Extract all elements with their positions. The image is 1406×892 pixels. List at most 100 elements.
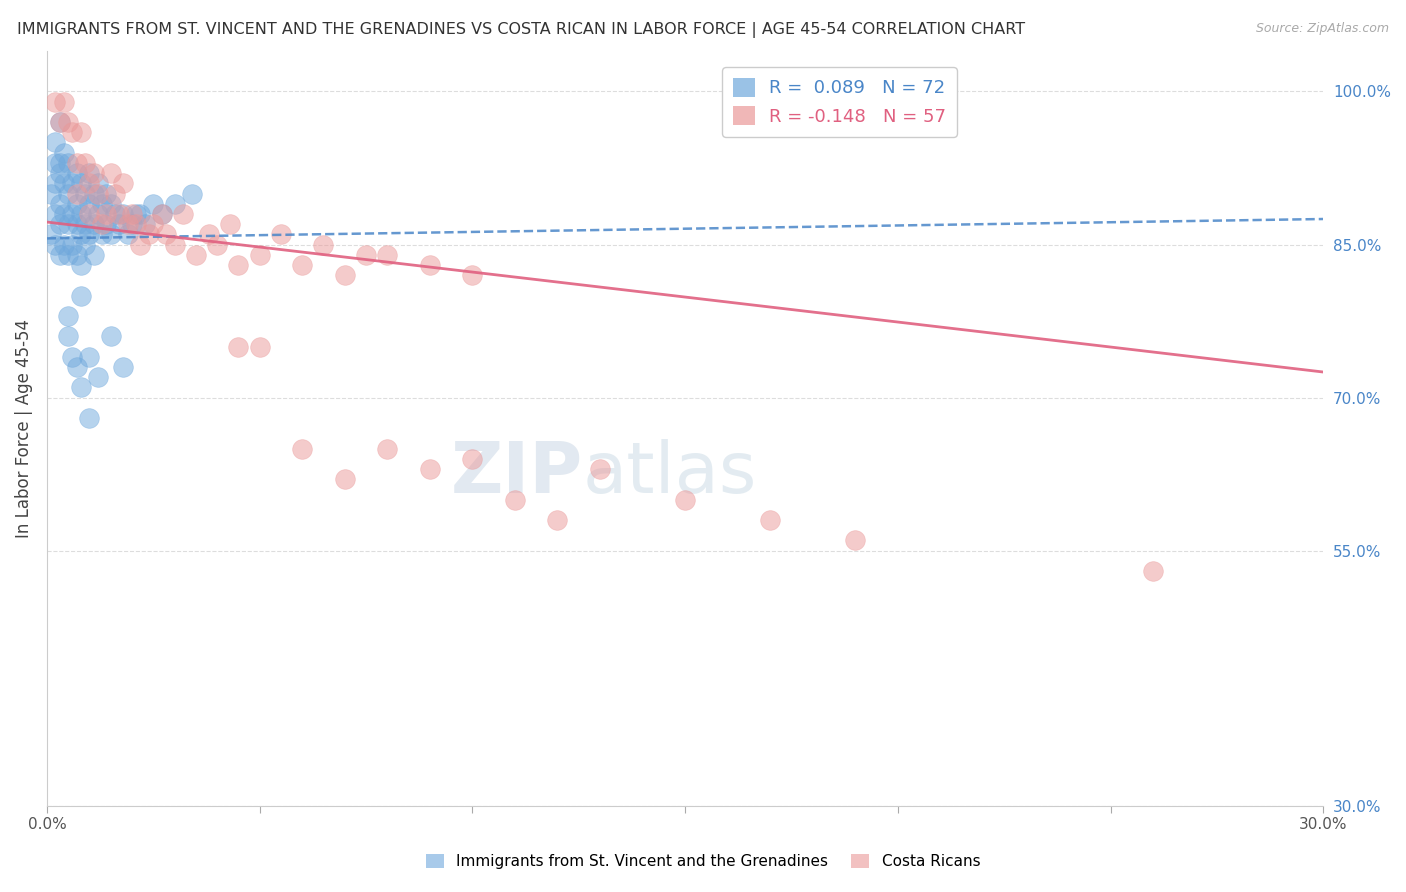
Point xyxy=(91,217,114,231)
Point xyxy=(48,217,70,231)
Point xyxy=(155,227,177,242)
Point xyxy=(91,196,114,211)
Point xyxy=(44,156,66,170)
Point xyxy=(52,95,75,109)
Point xyxy=(104,186,127,201)
Point xyxy=(419,462,441,476)
Point xyxy=(48,156,70,170)
Point xyxy=(62,125,84,139)
Point xyxy=(112,176,135,190)
Point xyxy=(75,156,97,170)
Point xyxy=(70,176,93,190)
Point xyxy=(112,207,135,221)
Point xyxy=(44,207,66,221)
Point xyxy=(100,166,122,180)
Point xyxy=(52,237,75,252)
Point xyxy=(75,237,97,252)
Point xyxy=(79,411,101,425)
Point xyxy=(48,115,70,129)
Point xyxy=(589,462,612,476)
Point xyxy=(375,442,398,456)
Point xyxy=(39,227,62,242)
Point xyxy=(150,207,173,221)
Point xyxy=(79,196,101,211)
Point xyxy=(62,237,84,252)
Point xyxy=(249,339,271,353)
Point xyxy=(87,186,110,201)
Point xyxy=(249,248,271,262)
Point xyxy=(56,115,79,129)
Point xyxy=(87,176,110,190)
Point xyxy=(62,176,84,190)
Point xyxy=(108,217,131,231)
Point xyxy=(546,513,568,527)
Point xyxy=(142,217,165,231)
Point xyxy=(673,492,696,507)
Point xyxy=(96,186,118,201)
Point xyxy=(87,207,110,221)
Point xyxy=(312,237,335,252)
Point xyxy=(79,350,101,364)
Point xyxy=(70,207,93,221)
Point xyxy=(44,136,66,150)
Point xyxy=(44,95,66,109)
Point xyxy=(75,217,97,231)
Point xyxy=(100,227,122,242)
Point xyxy=(56,156,79,170)
Legend: Immigrants from St. Vincent and the Grenadines, Costa Ricans: Immigrants from St. Vincent and the Gren… xyxy=(419,848,987,875)
Point xyxy=(70,380,93,394)
Point xyxy=(184,248,207,262)
Point xyxy=(121,217,143,231)
Point xyxy=(270,227,292,242)
Point xyxy=(75,186,97,201)
Point xyxy=(333,268,356,282)
Point xyxy=(83,186,105,201)
Point xyxy=(844,533,866,548)
Point xyxy=(79,227,101,242)
Point xyxy=(48,166,70,180)
Point xyxy=(79,166,101,180)
Point xyxy=(48,196,70,211)
Point xyxy=(96,207,118,221)
Point xyxy=(228,258,250,272)
Point xyxy=(66,166,89,180)
Point xyxy=(129,237,152,252)
Text: Source: ZipAtlas.com: Source: ZipAtlas.com xyxy=(1256,22,1389,36)
Point xyxy=(125,207,148,221)
Point xyxy=(52,207,75,221)
Point xyxy=(70,258,93,272)
Point xyxy=(52,176,75,190)
Point xyxy=(125,217,148,231)
Point xyxy=(100,196,122,211)
Point xyxy=(112,359,135,374)
Point xyxy=(291,258,314,272)
Point xyxy=(83,217,105,231)
Point xyxy=(228,339,250,353)
Point xyxy=(121,207,143,221)
Point xyxy=(44,237,66,252)
Point xyxy=(291,442,314,456)
Point xyxy=(197,227,219,242)
Point xyxy=(44,176,66,190)
Point xyxy=(52,145,75,160)
Point xyxy=(117,227,139,242)
Point xyxy=(117,217,139,231)
Point xyxy=(83,248,105,262)
Point xyxy=(66,196,89,211)
Point xyxy=(96,217,118,231)
Point xyxy=(48,115,70,129)
Point xyxy=(129,207,152,221)
Legend: R =  0.089   N = 72, R = -0.148   N = 57: R = 0.089 N = 72, R = -0.148 N = 57 xyxy=(723,67,957,136)
Point xyxy=(100,329,122,343)
Point xyxy=(91,227,114,242)
Point xyxy=(138,227,160,242)
Point xyxy=(150,207,173,221)
Point xyxy=(56,248,79,262)
Point xyxy=(56,309,79,323)
Text: ZIP: ZIP xyxy=(451,439,583,508)
Point xyxy=(142,196,165,211)
Point xyxy=(79,207,101,221)
Point xyxy=(172,207,194,221)
Point xyxy=(205,237,228,252)
Point xyxy=(66,359,89,374)
